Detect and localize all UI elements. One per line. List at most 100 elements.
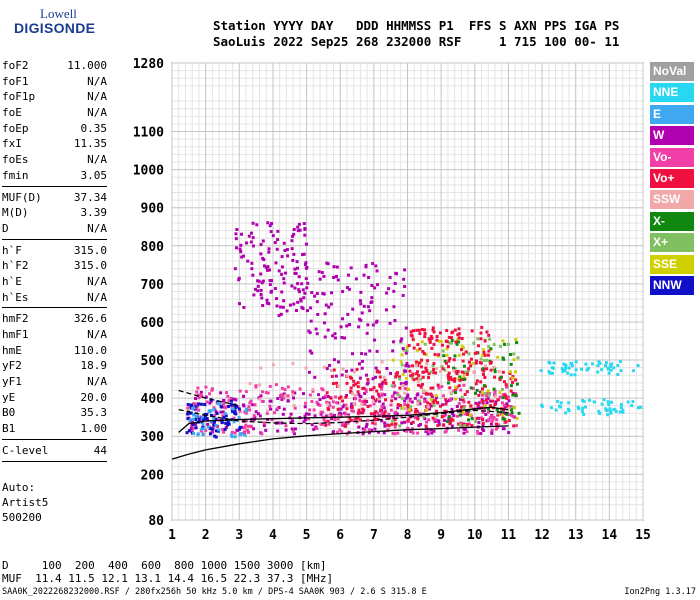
echo-point-sse bbox=[471, 362, 475, 366]
echo-point-vo- bbox=[504, 383, 508, 387]
echo-point-vo- bbox=[371, 421, 375, 425]
echo-point-ssw bbox=[380, 360, 384, 364]
echo-point-w bbox=[265, 268, 269, 272]
echo-point-w bbox=[368, 309, 372, 313]
echo-point-vo- bbox=[348, 416, 352, 420]
echo-point-sse bbox=[462, 374, 466, 378]
echo-point-vo- bbox=[324, 394, 328, 398]
echo-point-nne bbox=[609, 365, 613, 369]
echo-point-vo- bbox=[238, 409, 242, 413]
echo-point-vo- bbox=[341, 399, 345, 403]
echo-point-vo- bbox=[421, 375, 425, 379]
legend: NoVal NNE E W Vo- Vo+ SSW X- X+ SSE NNW bbox=[650, 62, 694, 297]
echo-point-e bbox=[240, 432, 244, 436]
echo-point-w bbox=[240, 425, 244, 429]
echo-point-vo- bbox=[248, 408, 252, 412]
echo-point-x- bbox=[401, 396, 405, 400]
echo-point-vo- bbox=[331, 405, 335, 409]
echo-point-vo- bbox=[286, 385, 290, 389]
param-value: 18.9 bbox=[80, 359, 108, 373]
echo-point-nnw bbox=[203, 403, 207, 407]
echo-point-vo- bbox=[268, 404, 272, 408]
echo-point-vo- bbox=[460, 424, 464, 428]
echo-point-w bbox=[445, 399, 449, 403]
echo-point-nnw bbox=[237, 407, 241, 411]
echo-point-vo- bbox=[408, 416, 412, 420]
echo-point-vo- bbox=[459, 348, 463, 352]
echo-point-w bbox=[209, 399, 213, 403]
echo-point-w bbox=[477, 421, 481, 425]
echo-point-vo- bbox=[466, 412, 470, 416]
legend-item-vo-: Vo+ bbox=[650, 168, 694, 188]
echo-point-vo- bbox=[318, 403, 322, 407]
echo-point-ssw bbox=[311, 387, 315, 391]
echo-point-vo- bbox=[413, 416, 417, 420]
echo-point-sse bbox=[468, 413, 472, 417]
echo-point-w bbox=[345, 286, 349, 290]
echo-point-vo- bbox=[426, 401, 430, 405]
echo-point-vo- bbox=[394, 375, 398, 379]
echo-point-vo- bbox=[390, 399, 394, 403]
echo-point-nne bbox=[569, 362, 573, 366]
echo-point-vo- bbox=[502, 403, 506, 407]
echo-point-w bbox=[310, 423, 314, 427]
echo-point-w bbox=[286, 399, 290, 403]
echo-point-w bbox=[304, 277, 308, 281]
echo-point-w bbox=[375, 269, 379, 273]
echo-point-vo- bbox=[483, 353, 487, 357]
echo-point-w bbox=[485, 401, 489, 405]
param-value: N/A bbox=[87, 290, 107, 304]
echo-point-vo- bbox=[322, 418, 326, 422]
echo-point-nne bbox=[566, 371, 570, 375]
y-tick-label: 1000 bbox=[133, 164, 164, 179]
echo-point-vo- bbox=[504, 420, 508, 424]
param-label: yF1 bbox=[2, 375, 22, 389]
echo-point-w bbox=[404, 382, 408, 386]
echo-point-vo- bbox=[398, 386, 402, 390]
echo-point-w bbox=[292, 396, 296, 400]
echo-point-nnw bbox=[233, 409, 237, 413]
echo-point-vo- bbox=[483, 376, 487, 380]
x-tick-label: 3 bbox=[235, 528, 243, 543]
echo-point-vo- bbox=[481, 421, 485, 425]
echo-point-vo- bbox=[339, 395, 343, 399]
echo-point-w bbox=[292, 232, 296, 236]
echo-point-w bbox=[219, 391, 223, 395]
echo-point-vo- bbox=[372, 411, 376, 415]
echo-point-w bbox=[417, 424, 421, 428]
echo-point-w bbox=[403, 285, 407, 289]
param-value: 326.6 bbox=[73, 312, 107, 326]
echo-point-nne bbox=[582, 413, 586, 417]
echo-point-w bbox=[280, 265, 284, 269]
echo-point-w bbox=[303, 233, 307, 237]
param-label: fmin bbox=[2, 168, 29, 182]
echo-point-vo- bbox=[379, 408, 383, 412]
echo-point-x- bbox=[442, 354, 446, 358]
echo-point-w bbox=[270, 289, 274, 293]
echo-point-w bbox=[277, 314, 281, 318]
echo-point-sse bbox=[405, 376, 409, 380]
echo-point-vo- bbox=[356, 390, 360, 394]
echo-point-vo- bbox=[474, 361, 478, 365]
echo-point-vo- bbox=[433, 418, 437, 422]
echo-point-x- bbox=[402, 348, 406, 352]
echo-point-vo- bbox=[503, 393, 507, 397]
echo-point-x- bbox=[509, 408, 513, 412]
echo-point-vo- bbox=[369, 412, 373, 416]
echo-point-vo- bbox=[210, 388, 214, 392]
echo-point-w bbox=[304, 261, 308, 265]
echo-point-vo- bbox=[500, 401, 504, 405]
echo-point-w bbox=[306, 309, 310, 313]
echo-point-vo- bbox=[226, 394, 230, 398]
echo-point-x- bbox=[400, 363, 404, 367]
x-tick-label: 14 bbox=[602, 528, 618, 543]
echo-point-w bbox=[435, 395, 439, 399]
echo-point-vo- bbox=[357, 411, 361, 415]
echo-point-vo- bbox=[453, 328, 457, 332]
echo-point-vo- bbox=[488, 404, 492, 408]
echo-point-vo- bbox=[415, 372, 419, 376]
echo-point-w bbox=[290, 284, 294, 288]
echo-point-x- bbox=[502, 357, 506, 361]
echo-point-e bbox=[201, 433, 205, 437]
echo-point-w bbox=[244, 241, 248, 245]
